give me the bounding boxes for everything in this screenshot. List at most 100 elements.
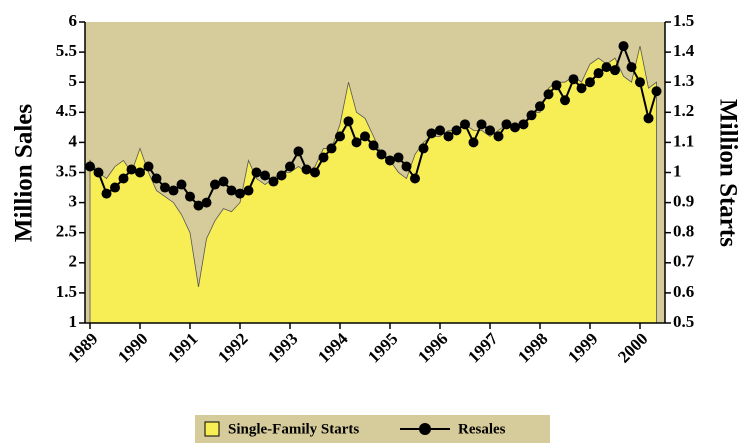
y-tick-label: 2	[69, 252, 78, 271]
y2-tick-label: 0.5	[673, 312, 694, 331]
x-tick-label: 1992	[214, 329, 251, 366]
marker	[385, 155, 395, 166]
marker	[118, 173, 129, 184]
marker	[418, 143, 429, 154]
y2-tick-label: 1.2	[673, 101, 694, 120]
marker	[276, 170, 287, 181]
marker	[443, 131, 454, 142]
marker	[493, 131, 504, 142]
x-tick-label: 1994	[314, 329, 352, 367]
y-tick-label: 1.5	[56, 282, 77, 301]
x-tick-label: 1991	[164, 329, 201, 366]
marker	[251, 167, 262, 178]
marker	[360, 131, 370, 142]
marker	[268, 176, 279, 187]
marker	[585, 77, 595, 88]
marker	[218, 176, 229, 187]
legend-label: Resales	[458, 421, 506, 437]
x-tick-label: 1990	[114, 329, 151, 366]
marker	[193, 200, 204, 211]
marker	[85, 161, 95, 172]
marker	[343, 116, 354, 127]
marker	[393, 152, 404, 163]
y2-tick-label: 1.3	[673, 71, 694, 90]
x-tick-label: 2000	[614, 329, 651, 366]
marker	[518, 119, 529, 130]
marker	[535, 101, 545, 112]
marker	[526, 110, 537, 121]
marker	[160, 182, 170, 193]
marker	[435, 125, 445, 136]
marker	[168, 185, 179, 196]
y-tick-label: 1	[69, 312, 78, 331]
legend-marker	[419, 423, 431, 435]
marker	[326, 143, 337, 154]
marker	[260, 170, 270, 181]
y-tick-label: 5	[69, 71, 78, 90]
marker	[485, 125, 495, 136]
y2-tick-label: 0.7	[673, 252, 695, 271]
marker	[460, 119, 470, 130]
marker	[551, 80, 562, 91]
marker	[93, 167, 104, 178]
x-tick-label: 1997	[464, 329, 502, 367]
marker	[210, 179, 220, 190]
y2-tick-label: 1	[673, 161, 682, 180]
marker	[401, 161, 412, 172]
marker	[143, 161, 154, 172]
marker	[410, 173, 420, 184]
y-tick-label: 6	[69, 11, 78, 30]
marker	[285, 161, 295, 172]
marker	[368, 140, 379, 151]
marker	[618, 41, 629, 52]
x-tick-label: 1999	[564, 329, 601, 366]
marker	[235, 188, 245, 199]
y-tick-label: 2.5	[56, 222, 77, 241]
marker	[451, 125, 462, 136]
marker	[176, 179, 187, 190]
marker	[543, 89, 554, 100]
x-tick-label: 1993	[264, 329, 301, 366]
marker	[610, 65, 620, 76]
y-tick-label: 3	[69, 192, 78, 211]
y2-tick-label: 0.9	[673, 192, 694, 211]
marker	[293, 146, 304, 157]
marker	[468, 137, 479, 148]
y-tick-label: 3.5	[56, 161, 77, 180]
marker	[185, 191, 195, 202]
marker	[635, 77, 645, 88]
y2-tick-label: 1.1	[673, 131, 694, 150]
marker	[226, 185, 237, 196]
marker	[626, 62, 637, 73]
marker	[201, 197, 212, 208]
marker	[301, 164, 312, 175]
y2-tick-label: 1.5	[673, 11, 694, 30]
marker	[310, 167, 320, 178]
marker	[318, 152, 329, 163]
marker	[560, 95, 570, 106]
marker	[510, 122, 520, 133]
marker	[101, 188, 112, 199]
marker	[335, 131, 345, 142]
marker	[376, 149, 387, 160]
marker	[593, 68, 604, 79]
y-tick-label: 5.5	[56, 41, 77, 60]
marker	[151, 173, 162, 184]
marker	[110, 182, 120, 193]
marker	[576, 83, 587, 94]
y2-axis-label: Million Starts	[714, 99, 741, 247]
y2-tick-label: 0.8	[673, 222, 694, 241]
marker	[651, 86, 662, 97]
x-tick-label: 1996	[414, 329, 451, 366]
marker	[351, 137, 362, 148]
y2-tick-label: 0.6	[673, 282, 694, 301]
x-tick-label: 1995	[364, 329, 401, 366]
y-axis-label: Million Sales	[11, 104, 38, 242]
marker	[501, 119, 512, 130]
x-tick-label: 1989	[64, 329, 101, 366]
legend-swatch	[204, 421, 220, 437]
legend-box	[195, 415, 550, 443]
legend-label: Single-Family Starts	[228, 421, 359, 437]
